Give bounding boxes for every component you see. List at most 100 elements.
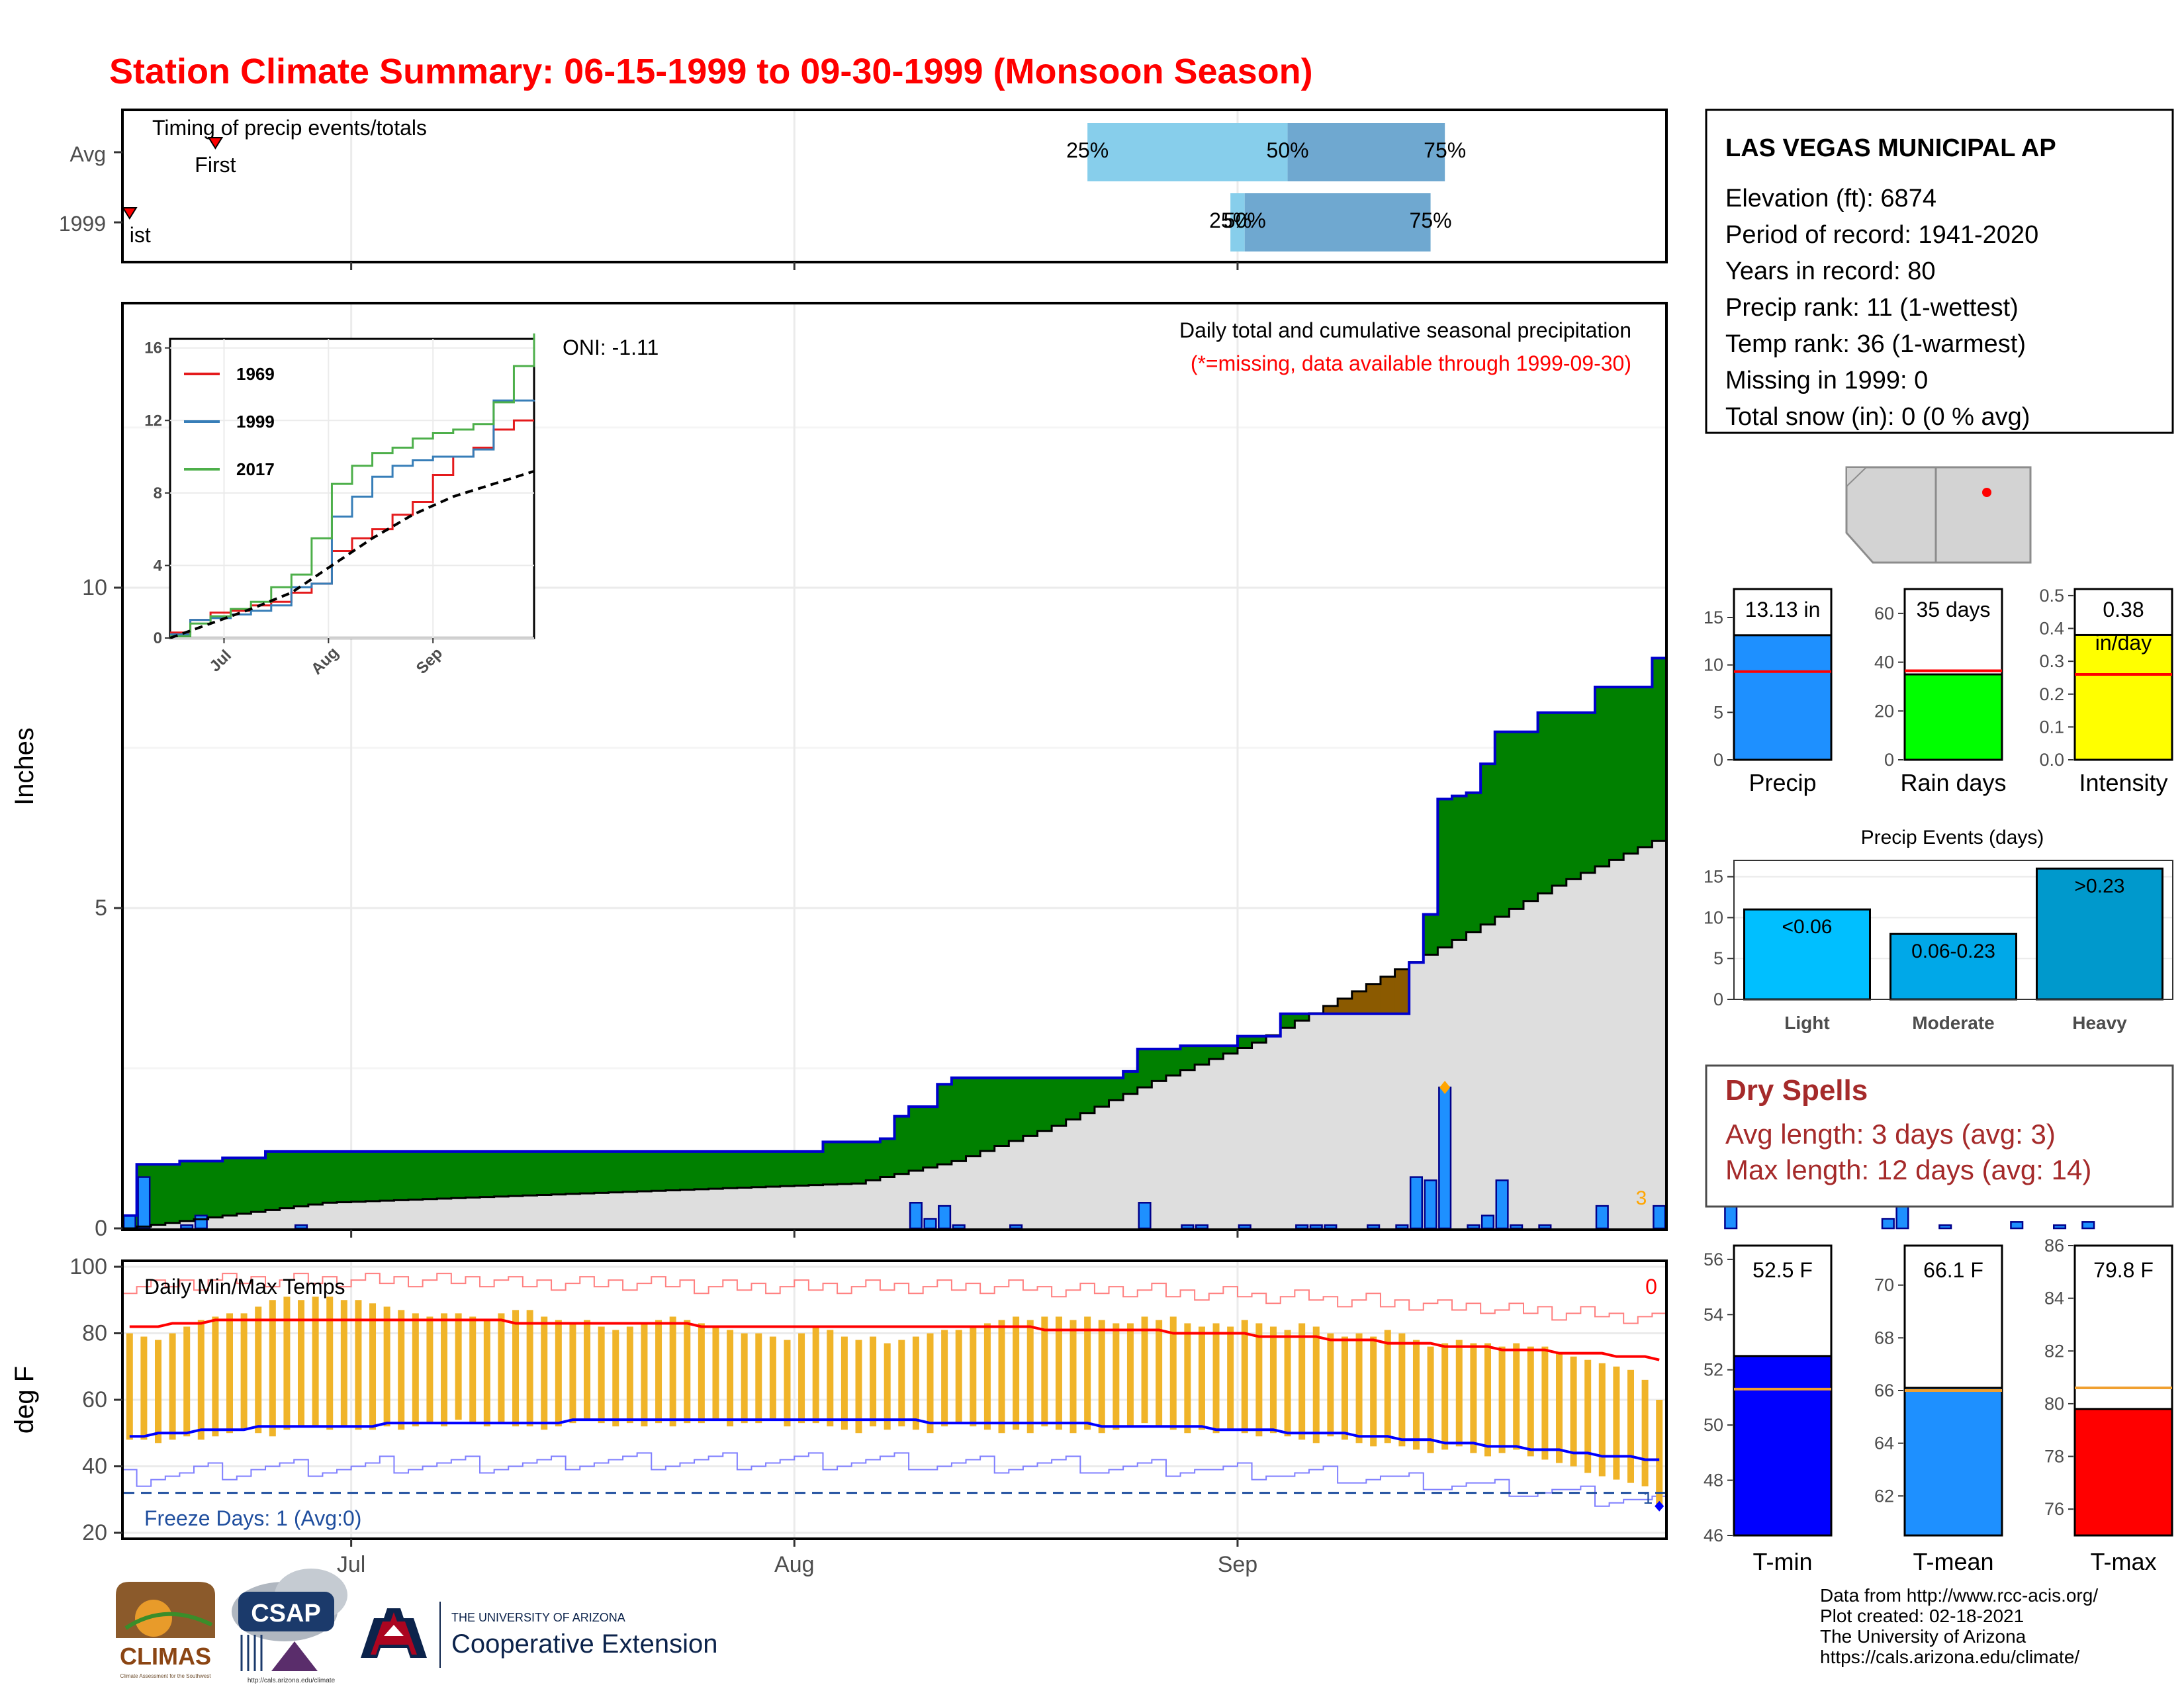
daily-temp-range-bar (455, 1313, 462, 1420)
above-average-fill (179, 1161, 195, 1221)
daily-precip-bar (1295, 1224, 1309, 1230)
temp-summary-y-tick-label: 70 (1874, 1275, 1894, 1295)
inset-y-tick-label: 12 (144, 412, 162, 430)
x-axis-tick-label: Jul (337, 1552, 365, 1577)
above-average-fill (723, 1151, 738, 1189)
above-average-fill (751, 1151, 766, 1187)
daily-temp-range-bar (340, 1300, 347, 1427)
x-axis-tick-label: Sep (1218, 1552, 1258, 1577)
daily-temp-range-bar (298, 1300, 305, 1427)
station-info-line: Precip rank: 11 (1-wettest) (1725, 294, 2019, 322)
daily-temp-range-bar (326, 1297, 334, 1430)
above-average-fill (1109, 1077, 1124, 1101)
temp-summary-y-tick-label: 78 (2044, 1447, 2064, 1467)
below-average-fill (1380, 976, 1396, 1014)
above-average-fill (1580, 712, 1596, 873)
temp-summary-y-tick-label: 68 (1874, 1328, 1894, 1348)
daily-temp-range-bar (1284, 1330, 1291, 1437)
daily-temp-range-bar (1570, 1356, 1577, 1467)
daily-precip-bar (1438, 1086, 1452, 1230)
daily-temp-range-bar (469, 1316, 477, 1424)
daily-temp-range-bar (684, 1320, 691, 1424)
inset-y-tick-label: 0 (154, 629, 162, 647)
above-average-fill (308, 1151, 323, 1205)
daily-temp-range-bar (512, 1310, 520, 1427)
map-state-new-mexico (1934, 466, 2032, 564)
summary-y-tick-label: 5 (1713, 702, 1723, 722)
daily-precip-bar (294, 1224, 308, 1230)
above-average-fill (665, 1151, 680, 1191)
precip-panel: 0 5 10 Inches Daily total and cumulative s… (10, 302, 2095, 1241)
summary-bar-precip (1733, 634, 1833, 761)
above-average-fill (236, 1158, 251, 1214)
above-average-fill (537, 1151, 552, 1195)
above-average-fill (1295, 1013, 1310, 1021)
above-average-fill (1623, 686, 1639, 854)
summary-bar-rain_days (1903, 673, 2003, 761)
station-info-line: Temp rank: 36 (1-warmest) (1725, 330, 2026, 358)
above-average-fill (1165, 1048, 1181, 1076)
above-average-fill (880, 1138, 895, 1177)
above-average-fill (379, 1151, 394, 1201)
station-info-line: Missing in 1999: 0 (1725, 367, 1928, 394)
above-average-fill (1094, 1077, 1110, 1107)
temperature-y-tick-label: 60 (82, 1387, 107, 1412)
freeze-day-marker (1655, 1500, 1664, 1512)
events-plot-frame (1733, 860, 2173, 1000)
above-average-fill (1566, 712, 1581, 880)
above-average-fill (737, 1151, 752, 1188)
daily-temp-range-bar (240, 1313, 248, 1430)
daily-temp-range-bar (1598, 1363, 1606, 1477)
daily-temp-range-bar (355, 1300, 362, 1430)
daily-precip-bar (1881, 1218, 1895, 1230)
daily-temp-range-bar (169, 1333, 176, 1440)
daily-precip-bar (1009, 1224, 1023, 1230)
above-average-fill (1023, 1077, 1038, 1136)
daily-temp-range-bar (827, 1330, 834, 1427)
above-average-fill (1009, 1077, 1024, 1141)
temp-summary-y-tick-label: 52 (1704, 1360, 1723, 1380)
above-average-fill (1066, 1077, 1081, 1120)
events-y-tick-label: 5 (1713, 948, 1723, 968)
daily-precip-bar (1138, 1202, 1152, 1230)
above-average-fill (966, 1077, 981, 1156)
daily-precip-bar (938, 1205, 952, 1230)
above-average-fill (394, 1151, 409, 1201)
above-average-fill (1423, 914, 1438, 955)
daily-temp-range-bar (1470, 1343, 1477, 1453)
freeze-days-label: Freeze Days: 1 (Avg:0) (144, 1506, 361, 1530)
inset-y-tick-label: 8 (154, 484, 162, 502)
timing-row-1999-label: 1999 (59, 212, 106, 236)
daily-temp-range-bar (626, 1326, 633, 1424)
daily-temp-range-bar (1441, 1343, 1449, 1450)
daily-precip-bar (1653, 1205, 1666, 1230)
inset-legend-label: 1969 (236, 364, 275, 384)
daily-precip-bar (1324, 1224, 1338, 1230)
summary-bar-intensity (2073, 633, 2173, 761)
inset-series-line-2017 (170, 333, 535, 637)
daily-temp-range-bar (1241, 1320, 1248, 1434)
above-average-fill (909, 1107, 924, 1171)
temp-summary-y-tick-label: 48 (1704, 1471, 1723, 1490)
daily-temp-range-bar (1184, 1323, 1191, 1434)
above-average-fill (351, 1151, 366, 1202)
above-average-fill (522, 1151, 537, 1196)
above-average-fill (851, 1142, 866, 1184)
precip-y-tick-label: 0 (95, 1216, 107, 1241)
above-average-fill (780, 1151, 795, 1187)
daily-temp-range-bar (1141, 1316, 1148, 1424)
daily-temp-range-bar (1427, 1346, 1434, 1453)
timing-panel: Timing of precip events/totals Avg 1999 … (59, 109, 2066, 263)
events-y-tick-label: 0 (1713, 989, 1723, 1009)
footer-line-data-source: Data from http://www.rcc-acis.org/ (1820, 1585, 2098, 1606)
temperature-panel-title: Daily Min/Max Temps (144, 1275, 345, 1299)
daily-precip-bar (1181, 1224, 1195, 1230)
above-average-fill (866, 1142, 881, 1181)
daily-temp-range-bar (1641, 1379, 1649, 1486)
station-info-line: Total snow (in): 0 (0 % avg) (1725, 403, 2030, 431)
daily-temp-range-bar (1255, 1323, 1263, 1437)
precip-corner-count: 3 (1636, 1187, 1647, 1209)
daily-precip-extreme-marker (1439, 1081, 1451, 1095)
